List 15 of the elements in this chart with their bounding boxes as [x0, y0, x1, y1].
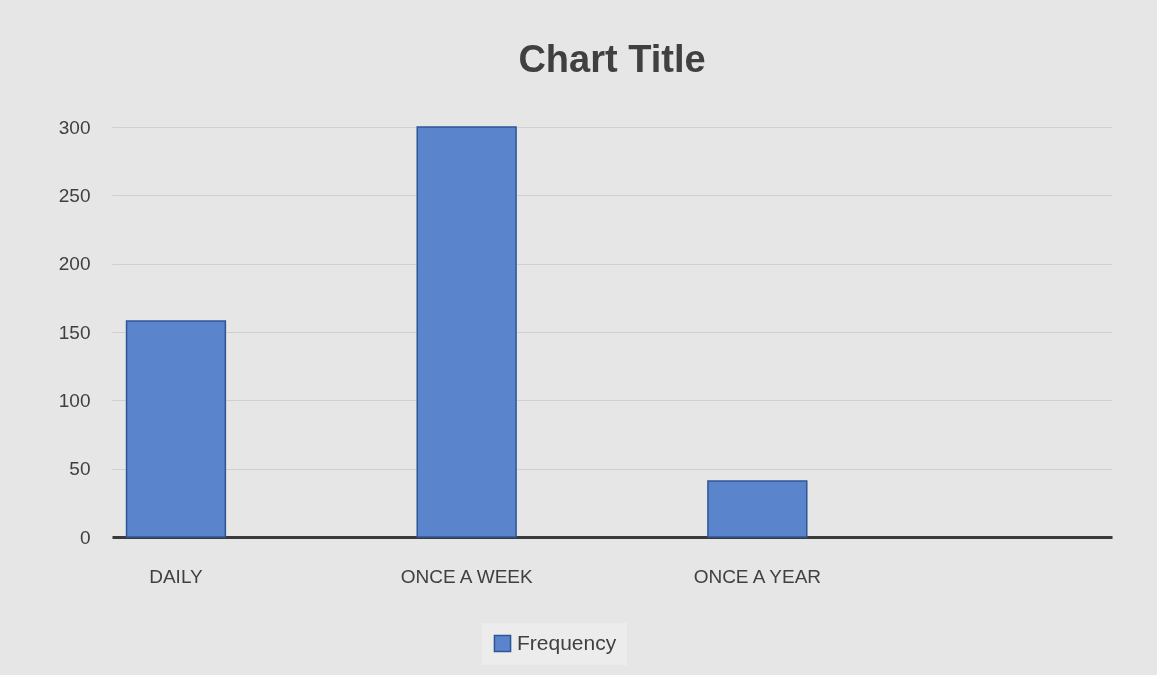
y-tick-label: 200	[58, 253, 91, 275]
y-tick-label: 250	[58, 184, 91, 206]
x-tick-label: ONCE A YEAR	[693, 565, 822, 587]
chart-title: Chart Title	[518, 38, 706, 80]
x-tick-label: ONCE A WEEK	[400, 565, 533, 587]
bar	[416, 126, 517, 538]
legend-label: Frequency	[517, 630, 617, 654]
bar	[707, 480, 808, 538]
x-tick-label: DAILY	[149, 565, 204, 587]
bar	[125, 320, 227, 538]
y-tick-label: 50	[69, 458, 91, 480]
y-tick-label: 0	[79, 526, 91, 548]
y-tick-label: 300	[58, 116, 91, 138]
y-tick-label: 150	[58, 321, 91, 343]
y-tick-label: 100	[58, 389, 91, 411]
